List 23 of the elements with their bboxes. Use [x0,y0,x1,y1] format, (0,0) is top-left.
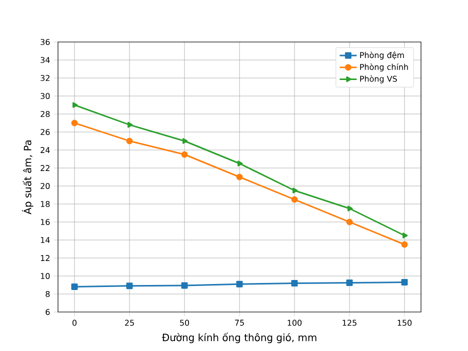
point [182,138,188,144]
point [402,232,408,238]
point [238,160,243,166]
point [71,120,78,126]
point [348,206,353,212]
y-axis-title: Áp suất âm, Pa [22,140,34,214]
point [401,279,408,286]
point [181,282,188,289]
point [291,280,298,286]
point [128,122,133,128]
point [291,196,298,203]
point [346,280,353,286]
point [236,280,243,288]
point [292,188,298,194]
point [346,218,353,226]
point [71,284,78,290]
point [72,102,78,108]
point [401,241,408,248]
point [126,138,133,144]
x-axis-title: Đường kính ống thông gió, mm [162,332,316,344]
point [126,282,133,290]
point [236,174,243,180]
point [181,151,188,158]
